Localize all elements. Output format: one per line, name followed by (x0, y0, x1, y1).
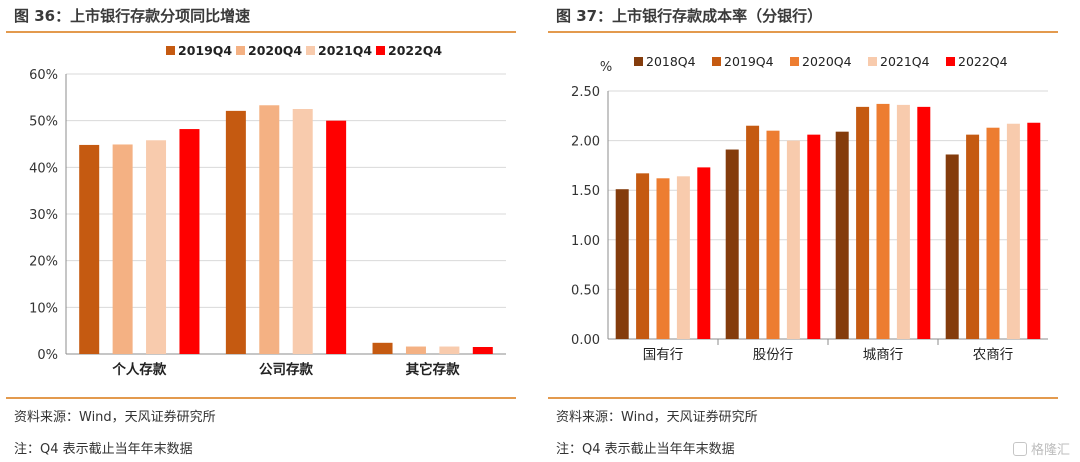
y-tick-label: 0.00 (571, 333, 600, 348)
y-tick-label: 2.00 (571, 135, 600, 150)
bar (656, 178, 670, 339)
bar (966, 134, 980, 339)
bar (896, 104, 910, 339)
bar (472, 347, 493, 354)
bar (676, 176, 690, 339)
bar (697, 167, 711, 339)
bar (112, 144, 133, 354)
bar (876, 103, 890, 339)
y-tick-label: 20% (29, 255, 58, 270)
divider (6, 31, 516, 33)
source-note: 资料来源：Wind，天风证券研究所 (14, 410, 216, 425)
divider (548, 397, 1058, 399)
bar (807, 134, 821, 339)
bar (917, 106, 931, 339)
legend-label: 2021Q4 (318, 43, 372, 58)
chart-title: 图 36：上市银行存款分项同比增速 (14, 7, 251, 25)
y-tick-label: 50% (29, 115, 58, 130)
bar (856, 106, 870, 339)
footnote: 注：Q4 表示截止当年年末数据 (556, 442, 735, 457)
bar (259, 105, 280, 355)
legend-label: 2020Q4 (802, 54, 852, 69)
y-tick-label: 0.50 (571, 283, 600, 298)
x-tick-label: 农商行 (973, 347, 1014, 363)
y-tick-label: 40% (29, 161, 58, 176)
bar (746, 125, 760, 339)
bar (1006, 123, 1020, 340)
legend-swatch (946, 57, 955, 66)
divider (548, 31, 1058, 33)
bar (835, 131, 849, 339)
bar (179, 129, 200, 354)
legend-swatch (166, 46, 175, 55)
bar (636, 173, 650, 339)
x-tick-label: 个人存款 (111, 361, 166, 378)
right-panel: 图 37：上市银行存款成本率（分银行） 0.00 0.50 1.00 1.50 2.00… (548, 0, 1068, 462)
x-tick-label: 公司存款 (259, 361, 313, 378)
chart-title: 图 37：上市银行存款成本率（分银行） (556, 7, 823, 25)
x-tick-label: 其它存款 (406, 361, 460, 378)
legend-label: 2021Q4 (880, 54, 930, 69)
y-tick-label: 30% (29, 208, 58, 223)
y-tick-label: 1.50 (571, 184, 600, 199)
x-tick-label: 股份行 (753, 347, 794, 363)
y-tick-label: 1.00 (571, 234, 600, 249)
bar (615, 189, 629, 339)
legend-swatch (712, 57, 721, 66)
divider (6, 397, 516, 399)
footnote: 注：Q4 表示截止当年年末数据 (14, 442, 193, 457)
bar (225, 110, 246, 354)
bar (372, 342, 393, 354)
bar (439, 346, 460, 354)
deposit-cost-chart: 0.00 0.50 1.00 1.50 2.00 2.50% 2018Q4 2019Q4 202… (571, 54, 1048, 363)
legend-label: 2018Q4 (646, 54, 696, 69)
y-tick-label: 10% (29, 301, 58, 316)
legend-label: 2022Q4 (388, 43, 442, 58)
bar (326, 120, 347, 355)
legend-swatch (376, 46, 385, 55)
legend-swatch (634, 57, 643, 66)
y-tick-label: 60% (29, 68, 58, 83)
watermark: 格隆汇 (1012, 439, 1070, 458)
bar (292, 109, 313, 354)
watermark-logo-icon (1012, 441, 1027, 456)
legend-swatch (868, 57, 877, 66)
legend-label: 2020Q4 (248, 43, 302, 58)
bar (405, 346, 426, 354)
watermark-text: 格隆汇 (1030, 443, 1070, 458)
bar (146, 140, 167, 354)
deposit-growth-chart: 0% 10% 20% 30% 40% 50% 60% 2019Q4 2020Q4 2021Q4 20… (29, 43, 506, 378)
legend-swatch (306, 46, 315, 55)
y-tick-label: 2.50 (571, 85, 600, 100)
legend-swatch (236, 46, 245, 55)
y-tick-label: 0% (37, 348, 58, 363)
source-note: 资料来源：Wind，天风证券研究所 (556, 410, 758, 425)
bar (766, 130, 780, 339)
bar (1027, 122, 1041, 339)
bar (725, 149, 739, 339)
bar (786, 140, 800, 339)
y-axis-label: % (600, 60, 612, 75)
bar (79, 144, 100, 354)
x-tick-label: 城商行 (863, 347, 904, 363)
bar (986, 127, 1000, 339)
legend-swatch (790, 57, 799, 66)
x-tick-label: 国有行 (643, 347, 684, 363)
legend-label: 2022Q4 (958, 54, 1008, 69)
legend-label: 2019Q4 (724, 54, 774, 69)
bar (945, 154, 959, 339)
left-panel: 图 36：上市银行存款分项同比增速 0% 10% 20% 30% 40% 50% 60% 20… (6, 0, 526, 462)
legend-label: 2019Q4 (178, 43, 232, 58)
